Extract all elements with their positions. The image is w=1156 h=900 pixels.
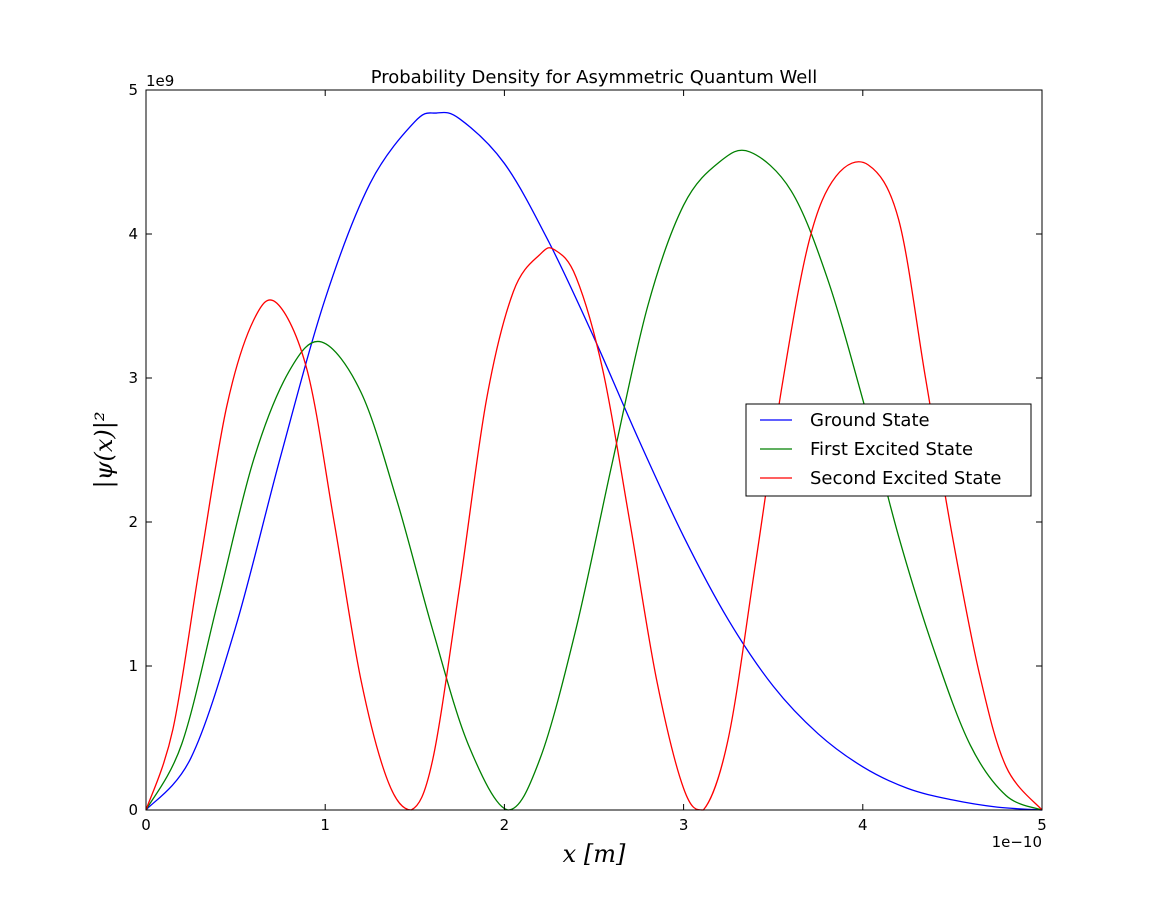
y-multiplier: 1e9 — [146, 72, 174, 90]
chart-title: Probability Density for Asymmetric Quant… — [371, 67, 818, 88]
x-tick-label: 1 — [320, 816, 330, 834]
legend-label: Ground State — [810, 410, 930, 431]
x-axis-label: x [m] — [563, 840, 626, 868]
legend: Ground State First Excited State Second Ex… — [745, 403, 1032, 497]
x-tick-label: 2 — [500, 816, 510, 834]
y-tick-label: 4 — [128, 225, 138, 243]
y-tick-label: 1 — [128, 657, 138, 675]
series-line-3 — [145, 161, 1043, 811]
x-multiplier: 1e−10 — [992, 833, 1042, 851]
x-tick-label: 5 — [1037, 816, 1047, 834]
y-tick-label: 0 — [128, 801, 138, 819]
plot-frame — [145, 89, 1043, 811]
legend-label: Second Excited State — [810, 468, 1002, 489]
legend-box — [745, 403, 1032, 497]
x-tick-label: 3 — [679, 816, 689, 834]
y-axis-label: |ψ(x)|² — [90, 412, 119, 489]
y-tick-label: 5 — [128, 81, 138, 99]
legend-label: First Excited State — [810, 439, 973, 460]
series-line-1 — [145, 111, 1043, 811]
x-tick-label: 4 — [858, 816, 868, 834]
y-tick-label: 2 — [128, 513, 138, 531]
y-tick-label: 3 — [128, 369, 138, 387]
ticks-layer: 0 1 2 3 4 5 0 1 2 3 4 5 — [128, 81, 1046, 834]
x-tick-label: 0 — [141, 816, 151, 834]
